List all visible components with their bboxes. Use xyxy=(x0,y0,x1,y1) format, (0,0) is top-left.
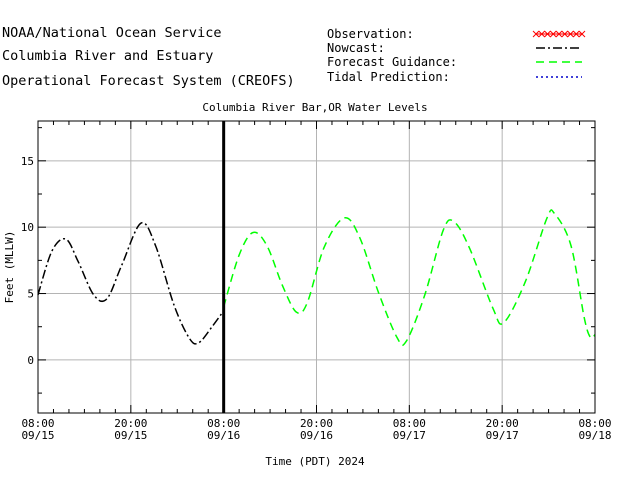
x-tick-label-time: 08:00 xyxy=(21,417,54,430)
chart-title: Columbia River Bar,OR Water Levels xyxy=(202,101,427,114)
series-nowcast xyxy=(37,221,225,345)
legend-label-nowcast: Nowcast: xyxy=(327,41,385,55)
x-tick-label-date: 09/17 xyxy=(393,429,426,442)
series-forecast-guidance xyxy=(222,209,596,347)
y-tick-label: 15 xyxy=(21,155,34,168)
header-agency: NOAA/National Ocean Service xyxy=(2,25,221,41)
legend-label-observation: Observation: xyxy=(327,27,414,41)
grid xyxy=(38,121,595,413)
legend: Observation: Nowcast: Forecast Guidance:… xyxy=(327,27,586,84)
x-tick-label-date: 09/17 xyxy=(486,429,519,442)
x-tick-label-date: 09/16 xyxy=(207,429,240,442)
x-tick-label-time: 20:00 xyxy=(486,417,519,430)
x-axis-label: Time (PDT) 2024 xyxy=(265,455,365,468)
y-tick-label: 5 xyxy=(27,288,34,301)
legend-label-tidal: Tidal Prediction: xyxy=(327,70,450,84)
header-system-abbrev: Operational Forecast System (CREOFS) xyxy=(2,73,295,89)
y-tick-label: 0 xyxy=(27,354,34,367)
x-tick-label-date: 09/16 xyxy=(300,429,333,442)
legend-swatch-observation xyxy=(532,30,586,38)
x-tick-label-time: 20:00 xyxy=(114,417,147,430)
x-tick-label-time: 08:00 xyxy=(578,417,611,430)
y-axis-label: Feet (MLLW) xyxy=(3,231,16,304)
legend-label-forecast: Forecast Guidance: xyxy=(327,55,457,69)
x-tick-label-date: 09/18 xyxy=(578,429,611,442)
x-tick-label-time: 20:00 xyxy=(300,417,333,430)
x-tick-label-time: 08:00 xyxy=(393,417,426,430)
x-tick-label-date: 09/15 xyxy=(114,429,147,442)
header-system-name: Columbia River and Estuary xyxy=(2,48,213,64)
x-tick-label-date: 09/15 xyxy=(21,429,54,442)
y-tick-label: 10 xyxy=(21,221,34,234)
x-tick-label-time: 08:00 xyxy=(207,417,240,430)
